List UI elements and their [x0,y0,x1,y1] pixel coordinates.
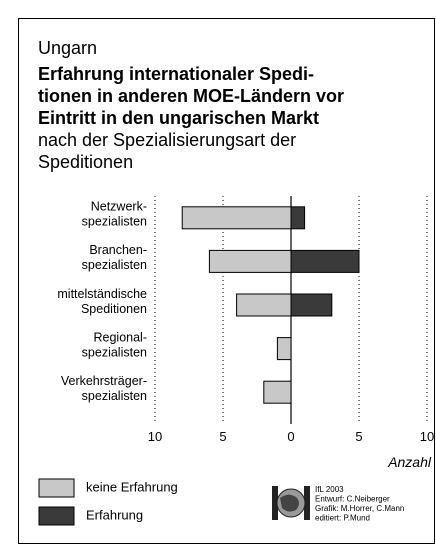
x-tick-label: 10 [420,429,434,444]
credit: Grafik: M.Horrer, C.Mann [315,504,404,513]
y-tick-label: Regional- [93,330,147,344]
subtitle: nach der Spezialisierungsart der [38,130,296,150]
credit: Entwurf: C.Neiberger [315,495,390,504]
bar [290,249,360,273]
bar [290,206,306,230]
x-axis-label: Anzahl [387,454,432,470]
x-tick-label: 10 [148,429,162,444]
x-tick-label: 5 [355,429,362,444]
bar [181,206,292,230]
bar [290,293,333,317]
y-tick-label: Branchen- [89,243,147,257]
chart-title: Erfahrung internationaler Spedi- [38,64,314,84]
chart-title: tionen in anderen MOE-Ländern vor [38,86,344,106]
bar [263,380,292,404]
credit: IfL 2003 [315,485,344,494]
bar [276,337,292,361]
y-tick-label: spezialisten [82,345,147,359]
logo [272,486,310,520]
credit: editiert: P.Mund [315,514,370,523]
frame [18,18,435,544]
bar [208,249,292,273]
legend-label: keine Erfahrung [86,479,178,494]
supertitle: Ungarn [38,38,97,58]
legend-swatch [38,506,75,526]
y-tick-label: Speditionen [81,302,147,316]
x-tick-label: 5 [219,429,226,444]
y-tick-label: spezialisten [82,215,147,229]
y-tick-label: Netzwerk- [91,200,147,214]
y-tick-label: mittelständische [57,287,147,301]
chart-title: Eintritt in den ungarischen Markt [38,108,319,128]
y-tick-label: Verkehrsträger- [61,374,147,388]
legend-swatch [38,478,75,498]
legend-label: Erfahrung [86,507,143,522]
bar [236,293,292,317]
subtitle: Speditionen [38,152,133,172]
y-tick-label: spezialisten [82,389,147,403]
x-tick-label: 0 [287,429,294,444]
y-tick-label: spezialisten [82,258,147,272]
